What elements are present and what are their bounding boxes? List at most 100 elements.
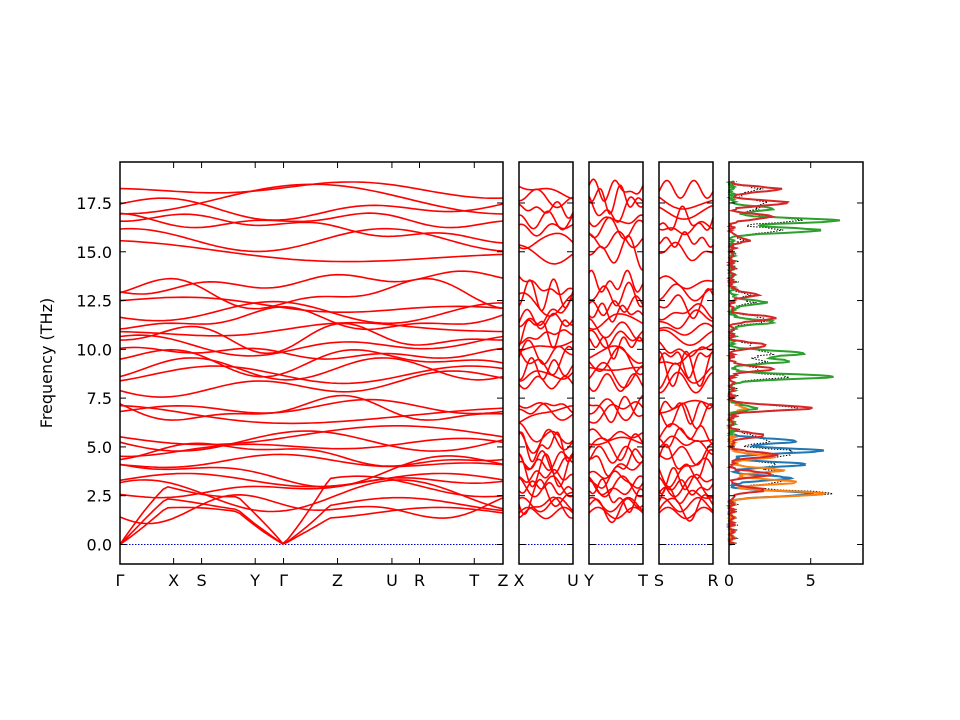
band-line	[588, 317, 644, 342]
dos-x-tick-label: 0	[724, 571, 734, 590]
x-tick-label: R	[414, 571, 425, 590]
x-tick-label: X	[514, 571, 525, 590]
band-line	[588, 436, 644, 446]
labels-layer: Γ X S Y Γ Z U R T Z X U Y T S R0.02.55.07.510.012.515.0…	[37, 194, 816, 590]
band-line	[119, 181, 504, 199]
y-tick-label: 5.0	[87, 438, 112, 457]
band-panel-frame	[518, 161, 574, 565]
x-tick-label: T	[637, 571, 648, 590]
band-line	[119, 334, 504, 357]
acoustic-band-line	[518, 506, 574, 520]
band-line	[588, 394, 644, 422]
band-line	[119, 453, 504, 469]
band-line	[119, 493, 504, 525]
band-panel-frame	[119, 161, 504, 565]
y-tick-label: 7.5	[87, 389, 112, 408]
band-line	[518, 421, 574, 445]
band-line	[658, 241, 714, 262]
acoustic-band-line	[588, 496, 644, 513]
band-line	[588, 361, 644, 389]
band-line	[658, 402, 714, 430]
band-line	[588, 195, 644, 223]
band-line	[119, 321, 504, 337]
band-line	[588, 460, 644, 480]
band-line	[658, 231, 714, 248]
y-tick-label: 12.5	[76, 292, 112, 311]
acoustic-band-line	[588, 506, 644, 520]
band-line	[588, 216, 644, 240]
x-tick-label: U	[386, 571, 398, 590]
x-tick-label: S	[197, 571, 207, 590]
acoustic-band-line	[518, 475, 574, 498]
band-line	[518, 345, 574, 376]
band-line	[658, 329, 714, 346]
acoustic-band-line	[658, 506, 714, 520]
band-line	[658, 342, 714, 365]
band-line	[518, 339, 573, 365]
band-line	[119, 296, 504, 313]
band-line	[658, 322, 714, 336]
bands-layer	[119, 178, 714, 546]
band-line	[518, 340, 574, 353]
band-line	[658, 350, 714, 388]
band-line	[518, 319, 574, 349]
band-line	[120, 213, 504, 244]
band-line	[658, 351, 714, 379]
band-line	[518, 201, 574, 219]
band-line	[518, 308, 574, 330]
y-tick-label: 15.0	[76, 243, 112, 262]
band-line	[658, 309, 714, 330]
y-tick-label: 10.0	[76, 340, 112, 359]
y-tick-label: 17.5	[76, 194, 112, 213]
band-line	[658, 479, 714, 496]
x-tick-label: Z	[332, 571, 343, 590]
band-line	[588, 445, 644, 464]
dos-x-tick-label: 5	[806, 571, 816, 590]
acoustic-band-line	[518, 496, 574, 513]
band-line	[119, 476, 504, 499]
band-line	[588, 470, 644, 489]
band-line	[658, 443, 714, 480]
dos-partial-curve	[725, 180, 813, 546]
acoustic-band-line	[119, 496, 504, 546]
band-line	[518, 232, 574, 250]
band-line	[119, 197, 504, 221]
band-line	[588, 433, 644, 462]
band-line	[518, 222, 574, 237]
x-tick-label: Γ	[116, 571, 125, 590]
band-line	[588, 269, 644, 293]
band-line	[588, 178, 644, 202]
band-line	[518, 478, 573, 516]
band-line	[119, 425, 504, 446]
band-line	[518, 428, 574, 454]
band-panel-frame	[658, 161, 714, 565]
band-line	[119, 270, 504, 295]
band-line	[588, 329, 644, 349]
band-line	[588, 281, 644, 308]
band-line	[658, 302, 714, 321]
band-line	[518, 275, 574, 296]
band-line	[119, 239, 504, 263]
band-line	[658, 466, 714, 495]
band-line	[519, 210, 574, 231]
band-line	[658, 435, 714, 456]
x-tick-label: Y	[583, 571, 594, 590]
acoustic-band-line	[588, 475, 644, 498]
x-tick-label: X	[168, 571, 179, 590]
band-line	[518, 402, 574, 415]
acoustic-band-line	[658, 475, 714, 498]
y-tick-label: 0.0	[87, 535, 112, 554]
band-line	[588, 345, 644, 365]
band-line	[119, 227, 504, 253]
band-line	[119, 322, 504, 355]
band-line	[588, 295, 644, 317]
band-line	[658, 457, 714, 488]
x-tick-label: R	[707, 571, 718, 590]
band-line	[518, 370, 574, 382]
band-line	[119, 346, 504, 360]
band-line	[119, 437, 504, 458]
band-line	[658, 283, 714, 302]
x-tick-label: Γ	[279, 571, 288, 590]
